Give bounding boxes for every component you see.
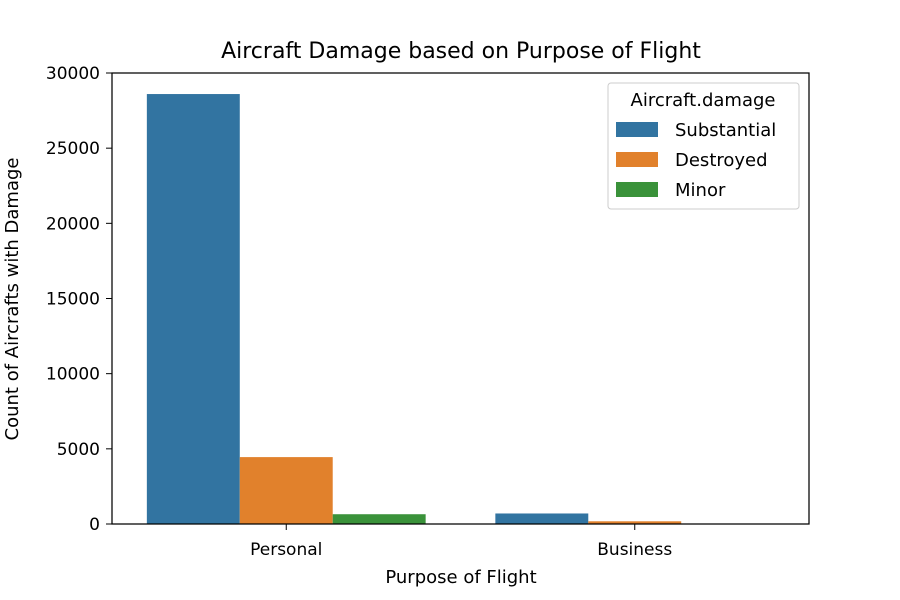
y-axis-label: Count of Aircrafts with Damage bbox=[2, 158, 23, 441]
legend-title: Aircraft.damage bbox=[631, 90, 776, 111]
legend-label-substantial: Substantial bbox=[675, 120, 776, 141]
y-tick-label: 5000 bbox=[57, 440, 100, 460]
x-axis-ticks: Personal Business bbox=[250, 524, 672, 560]
legend-swatch-destroyed bbox=[616, 152, 658, 167]
y-tick-label: 15000 bbox=[46, 290, 100, 310]
x-axis-label: Purpose of Flight bbox=[385, 567, 536, 588]
chart-title: Aircraft Damage based on Purpose of Flig… bbox=[221, 39, 701, 64]
y-tick-label: 0 bbox=[89, 515, 100, 535]
bar-minor-personal bbox=[332, 514, 426, 524]
legend-box bbox=[607, 82, 800, 210]
bar-substantial-personal bbox=[146, 94, 240, 525]
bar-destroyed-personal bbox=[239, 457, 333, 524]
bar-destroyed-business bbox=[588, 521, 682, 524]
y-axis-ticks: 0 5000 10000 15000 20000 25000 30000 bbox=[46, 64, 112, 535]
legend-label-destroyed: Destroyed bbox=[675, 150, 768, 171]
x-tick-label: Personal bbox=[250, 540, 322, 560]
bars-group bbox=[146, 94, 682, 525]
legend-swatch-minor bbox=[616, 182, 658, 197]
y-tick-label: 10000 bbox=[46, 365, 100, 385]
bar-substantial-business bbox=[495, 513, 589, 524]
legend-swatch-substantial bbox=[616, 122, 658, 137]
x-tick-label: Business bbox=[597, 540, 672, 560]
legend: Aircraft.damage Substantial Destroyed Mino… bbox=[607, 82, 800, 210]
y-tick-label: 30000 bbox=[46, 64, 100, 84]
y-tick-label: 25000 bbox=[46, 139, 100, 159]
legend-items: Substantial Destroyed Minor bbox=[616, 120, 776, 201]
legend-label-minor: Minor bbox=[675, 180, 726, 201]
y-tick-label: 20000 bbox=[46, 214, 100, 234]
